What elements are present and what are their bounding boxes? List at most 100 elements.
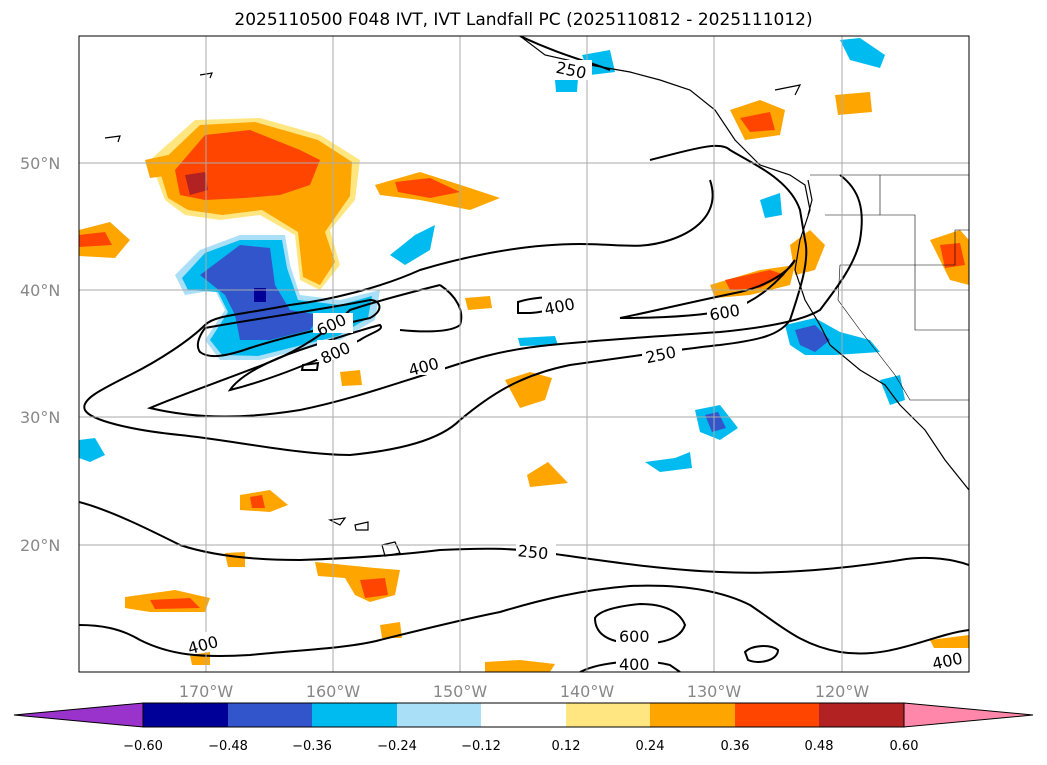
negative-patch (518, 336, 558, 346)
positive-patch (150, 598, 200, 609)
positive-patch (145, 155, 172, 178)
contour-label-bg (616, 625, 658, 645)
positive-patch (940, 243, 965, 268)
colorbar-tick: 0.12 (552, 739, 581, 754)
colorbar-tick: −0.12 (461, 739, 501, 754)
island (381, 541, 401, 557)
lon-label: 150°W (433, 682, 488, 701)
colorbar-segment (397, 703, 481, 727)
contour-label-bg (616, 654, 658, 672)
positive-patch (225, 552, 245, 567)
contour-400-small (743, 645, 780, 663)
colorbar-segment (819, 703, 904, 727)
lat-label: 40°N (20, 281, 60, 300)
colorbar-segment (312, 703, 397, 727)
colorbar-tick: 0.48 (805, 739, 834, 754)
contour-label-bg (642, 343, 682, 363)
colorbar-tick: −0.48 (208, 739, 248, 754)
island (774, 84, 802, 96)
positive-patch (185, 172, 208, 195)
colorbar-tick: 0.36 (721, 739, 750, 754)
positive-patch (485, 660, 555, 672)
coastline (519, 36, 969, 491)
positive-patch (790, 230, 825, 275)
island (327, 517, 347, 526)
colorbar-segment (228, 703, 312, 727)
plot-frame (78, 35, 970, 673)
colorbar-segment (650, 703, 735, 727)
lon-label: 160°W (306, 682, 361, 701)
colorbar-segment (143, 703, 228, 727)
contour-label: 400 (931, 649, 965, 674)
negative-patch (840, 38, 885, 68)
negative-patch (254, 288, 266, 302)
contour-400-south (79, 584, 969, 658)
colorbar-tick: −0.24 (377, 739, 417, 754)
contour-250 (83, 144, 808, 457)
positive-patch (465, 296, 492, 310)
contour-label-bg (707, 300, 747, 320)
positive-patch (395, 178, 460, 198)
contour-label-bg (185, 632, 225, 652)
positive-patch (835, 92, 872, 115)
contour-label: 400 (619, 655, 650, 674)
coastlines (104, 36, 969, 557)
border-line (914, 265, 969, 331)
contour-label-bg (317, 340, 357, 360)
positive-patch (740, 112, 775, 132)
border-line (837, 264, 969, 401)
shaded-patches (79, 38, 969, 672)
colorbar-frame (142, 702, 905, 728)
colorbar-tick: −0.60 (123, 739, 163, 754)
latitude-labels: 50°N 40°N 30°N 20°N (20, 154, 60, 555)
positive-patch (79, 232, 112, 247)
positive-patch (505, 372, 552, 408)
contour-800-small (300, 361, 320, 371)
longitude-labels: 170°W 160°W 150°W 140°W 130°W 120°W (179, 682, 870, 701)
positive-patch (340, 370, 362, 386)
positive-patch (725, 270, 785, 290)
contour-250 (519, 36, 611, 71)
colorbar-tick: 0.60 (890, 739, 919, 754)
contour-labels: 250 400 600 800 250 400 600 400 250 600 … (185, 58, 969, 674)
island (104, 135, 121, 143)
lon-label: 120°W (815, 682, 870, 701)
negative-patch (555, 78, 578, 92)
negative-patch (880, 375, 905, 405)
colorbar-extend-min (13, 702, 144, 728)
colorbar-segment (481, 703, 566, 727)
contour-600 (619, 259, 796, 319)
lon-label: 130°W (687, 682, 742, 701)
lon-label: 140°W (560, 682, 615, 701)
coastline (807, 179, 813, 216)
contour-label: 600 (619, 627, 650, 646)
contour-label-bg (552, 60, 592, 80)
borders (810, 174, 969, 401)
positive-patch (175, 130, 320, 200)
gridlines (79, 36, 969, 672)
colorbar-tick: 0.24 (636, 739, 665, 754)
colorbar-extend-max (903, 702, 1034, 728)
lat-label: 30°N (20, 408, 60, 427)
contour-label-bg (930, 648, 969, 668)
negative-patch (645, 452, 692, 472)
lat-label: 20°N (20, 536, 60, 555)
island (199, 72, 213, 79)
colorbar-segment (566, 703, 650, 727)
contour-250-south (79, 501, 969, 574)
negative-patch (760, 193, 782, 218)
lon-label: 170°W (179, 682, 234, 701)
positive-patch (360, 578, 388, 598)
contour-label-bg (542, 295, 582, 315)
positive-patch (380, 622, 402, 638)
colorbar-tick: −0.36 (292, 739, 332, 754)
negative-patch (79, 438, 105, 462)
contour-label-bg (516, 542, 556, 562)
positive-patch (527, 462, 568, 487)
colorbar-segment (735, 703, 819, 727)
contour-label-bg (313, 313, 353, 333)
positive-patch (250, 495, 265, 508)
lat-label: 50°N (20, 154, 60, 173)
negative-patch (390, 225, 435, 265)
